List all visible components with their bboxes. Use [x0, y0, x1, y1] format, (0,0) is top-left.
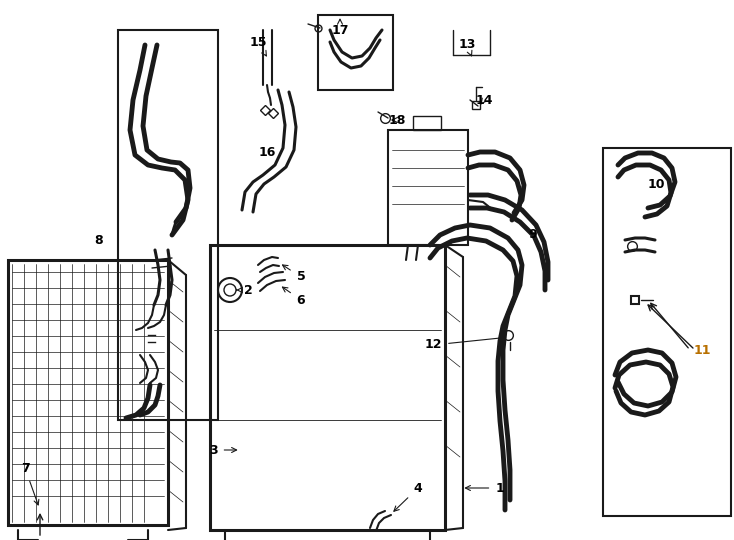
Text: 13: 13: [458, 38, 476, 56]
Text: 18: 18: [388, 113, 406, 126]
Text: 12: 12: [424, 335, 504, 352]
Text: 4: 4: [394, 482, 422, 511]
Text: 6: 6: [283, 287, 305, 307]
Text: 3: 3: [208, 443, 236, 456]
Text: 2: 2: [236, 284, 252, 296]
Bar: [118, 30, 218, 420]
Text: 11: 11: [693, 343, 711, 356]
Text: 10: 10: [647, 179, 665, 192]
Bar: [210, 245, 445, 530]
Bar: [603, 148, 731, 516]
Bar: [388, 130, 468, 245]
Text: 16: 16: [258, 145, 276, 159]
Bar: [318, 15, 393, 90]
Text: 15: 15: [250, 36, 266, 56]
Text: 5: 5: [283, 265, 305, 284]
Text: 1: 1: [465, 482, 504, 495]
Bar: [413, 116, 441, 130]
Text: 17: 17: [331, 19, 349, 37]
Text: 14: 14: [475, 93, 493, 106]
Text: 8: 8: [95, 233, 103, 246]
Text: 9: 9: [528, 228, 547, 267]
Bar: [8, 260, 168, 525]
Text: 7: 7: [21, 462, 39, 505]
